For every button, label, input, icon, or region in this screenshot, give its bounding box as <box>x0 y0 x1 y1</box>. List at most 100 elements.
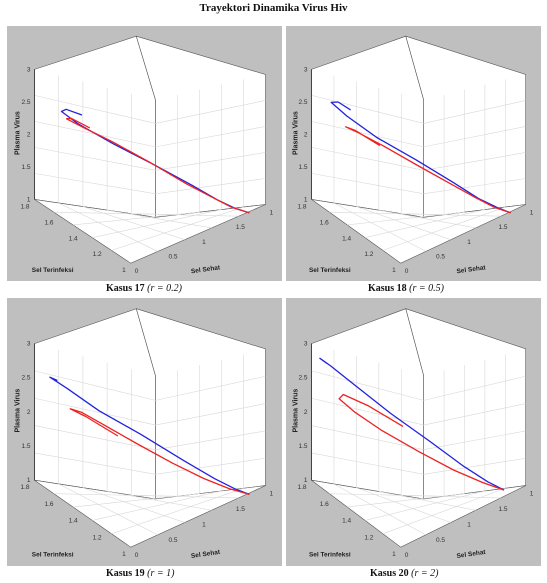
caption-label: Kasus 18 <box>368 283 407 294</box>
z-tick-label: 1 <box>304 196 308 203</box>
gridline <box>58 483 158 536</box>
z-tick-label: 2 <box>27 131 31 138</box>
x-tick-label: 1.5 <box>498 224 507 231</box>
x-axis-label: Sel Sehat <box>191 549 222 560</box>
gridline <box>356 487 451 523</box>
gridline <box>382 206 506 251</box>
y-tick-label: 1.2 <box>364 534 373 541</box>
gridline <box>333 483 426 536</box>
x-tick-label: 1 <box>202 239 206 246</box>
back-wall-right <box>405 308 526 500</box>
z-tick-label: 1.5 <box>21 164 30 171</box>
gridline <box>107 491 212 511</box>
gridline <box>382 487 506 535</box>
chart-panel-kasus-17: 3 2.5 2 1.5 1 1.8 1.6 1.4 1.2 1 1 1.5 1 0.5 0 Plasma Vi… <box>7 26 282 281</box>
z-tick-label: 1.5 <box>21 443 30 450</box>
x-tick-label: 1.5 <box>498 506 507 513</box>
chart-main-title: Trayektori Dinamika Virus Hiv <box>199 2 348 14</box>
gridline <box>92 209 222 238</box>
gridline <box>72 211 200 226</box>
z-tick-label: 1 <box>27 196 31 203</box>
gridline <box>82 487 185 523</box>
y-tick-label: 1.4 <box>69 235 78 242</box>
gridline <box>423 178 526 195</box>
y-tick-label: 1.6 <box>45 501 54 508</box>
y-tick-label: 1 <box>122 267 126 274</box>
gridline <box>347 211 465 226</box>
x-axis-label: Sel Sehat <box>456 264 487 275</box>
gridline <box>34 397 156 426</box>
series-line-0 <box>49 376 250 496</box>
gridline <box>311 370 424 401</box>
gridline <box>364 209 485 238</box>
caption-label: Kasus 20 <box>370 568 409 579</box>
series-line-1 <box>338 393 505 491</box>
gridline <box>58 202 158 252</box>
y-tick-label: 1.4 <box>69 518 78 525</box>
gridline <box>356 206 451 240</box>
y-axis-label: Sel Terinfeksi <box>32 267 74 274</box>
gridline <box>34 173 156 195</box>
gridline <box>34 147 156 171</box>
gridline <box>34 425 156 450</box>
y-tick-label: 1.8 <box>20 484 29 491</box>
z-tick-label: 3 <box>27 66 31 73</box>
z-tick-label: 1 <box>27 477 31 484</box>
z-axis-label: Plasma Virus <box>293 389 300 433</box>
y-tick-label: 1 <box>122 551 126 558</box>
z-tick-label: 2.5 <box>21 99 30 106</box>
gridline <box>423 100 526 124</box>
x-tick-label: 1 <box>270 210 274 217</box>
caption-param: (r = 0.5) <box>409 283 444 294</box>
gridline <box>378 209 476 229</box>
gridline <box>155 100 266 124</box>
gridline <box>347 493 465 508</box>
back-wall-left <box>311 35 424 218</box>
z-tick-label: 3 <box>27 341 31 348</box>
z-tick-label: 2 <box>27 409 31 416</box>
y-tick-label: 1.8 <box>297 484 306 491</box>
gridline <box>311 173 424 195</box>
y-tick-label: 1 <box>392 267 396 274</box>
z-tick-label: 1.5 <box>298 164 307 171</box>
gridline <box>155 126 266 148</box>
z-tick-label: 3 <box>304 66 308 73</box>
y-tick-label: 1.6 <box>320 219 329 226</box>
series-line-1 <box>65 117 250 214</box>
y-axis-label: Sel Terinfeksi <box>32 552 74 559</box>
x-tick-label: 1 <box>530 210 534 217</box>
x-tick-label: 1 <box>270 491 274 498</box>
gridline <box>111 487 244 535</box>
gridline <box>111 206 244 251</box>
chart-caption-kasus-20: Kasus 20 (r = 2) <box>370 568 438 579</box>
chart-caption-kasus-17: Kasus 17 (r = 0.2) <box>106 283 182 294</box>
y-tick-label: 1.6 <box>45 219 54 226</box>
gridline <box>364 490 485 521</box>
y-tick-label: 1.6 <box>320 501 329 508</box>
chart-panel-kasus-18: 3 2.5 2 1.5 1 1.8 1.6 1.4 1.2 1 1 1.5 1 0.5 0 Plasma Vi… <box>286 26 541 281</box>
z-tick-label: 2 <box>304 409 308 416</box>
gridline <box>155 430 266 450</box>
back-wall-left <box>34 35 156 218</box>
series-line-1 <box>345 126 511 214</box>
x-tick-label: 1 <box>467 239 471 246</box>
gridline <box>311 147 424 171</box>
gridline <box>34 452 156 475</box>
x-tick-label: 0 <box>405 268 409 275</box>
gridline <box>155 152 266 171</box>
gridline <box>423 403 526 426</box>
z-axis-label: Plasma Virus <box>14 389 21 433</box>
gridline <box>311 452 424 475</box>
z-tick-label: 2.5 <box>21 375 30 382</box>
gridline <box>333 202 426 252</box>
gridline <box>423 126 526 148</box>
gridline <box>378 491 476 511</box>
chart-panel-kasus-20: 3 2.5 2 1.5 1 1.8 1.6 1.4 1.2 1 1 1.5 1 0.5 0 Plasma Vi… <box>286 298 541 566</box>
gridline <box>423 430 526 450</box>
y-tick-label: 1 <box>392 551 396 558</box>
gridline <box>423 152 526 171</box>
gridline <box>401 494 501 499</box>
